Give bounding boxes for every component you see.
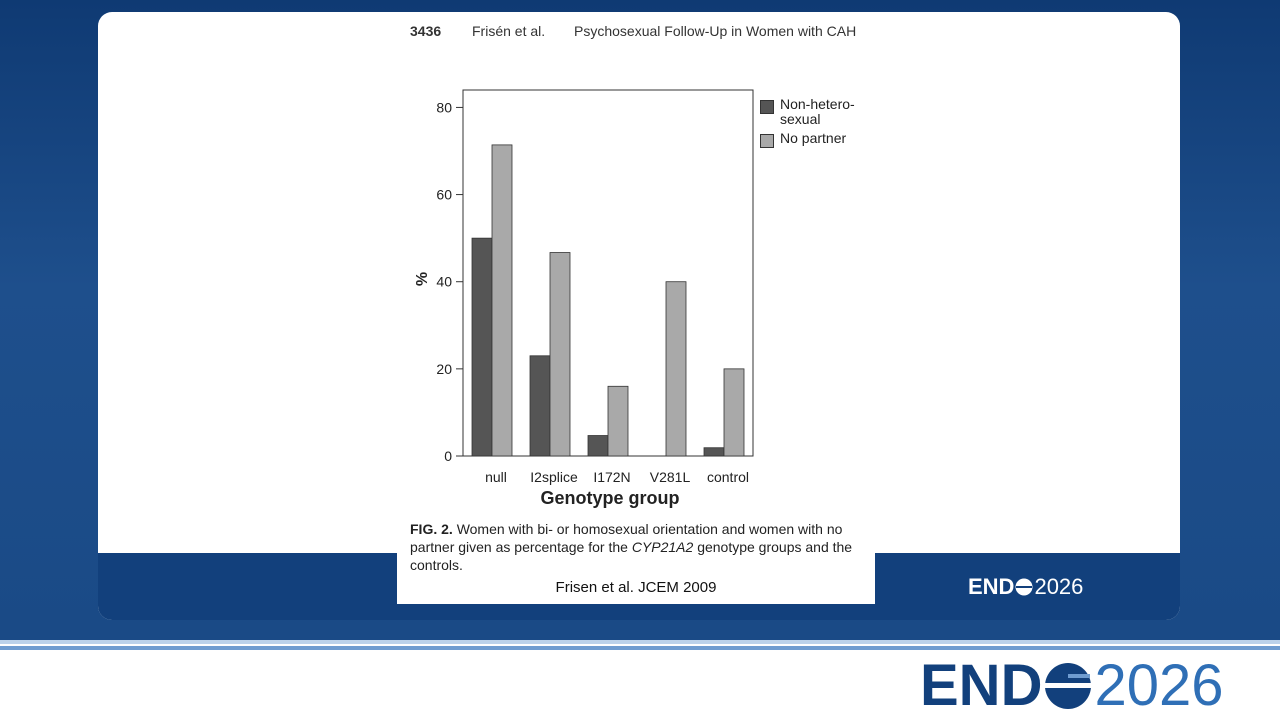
logo-small: END 2026 bbox=[968, 574, 1083, 600]
logo-text: 2026 bbox=[1094, 653, 1224, 718]
logo-globe bbox=[1045, 662, 1092, 709]
bar bbox=[703, 447, 725, 457]
y-tick-label: 20 bbox=[436, 361, 452, 377]
stripe bbox=[0, 640, 1280, 652]
legend-label: Non-hetero-sexual bbox=[780, 96, 855, 127]
legend-label: No partner bbox=[780, 130, 847, 146]
legend-item: No partner bbox=[760, 131, 864, 148]
bar bbox=[665, 281, 687, 457]
x-axis-label: Genotype group bbox=[541, 488, 680, 508]
bar bbox=[607, 385, 629, 457]
logo-globe bbox=[1015, 578, 1033, 596]
bar bbox=[723, 368, 745, 457]
y-tick-label: 60 bbox=[436, 187, 452, 203]
legend-item: Non-hetero-sexual bbox=[760, 97, 864, 127]
legend: Non-hetero-sexual No partner bbox=[760, 97, 864, 152]
caption-text: Women with bi- or homosexual orientation… bbox=[410, 521, 843, 555]
y-tick-label: 80 bbox=[436, 99, 452, 115]
x-tick-label: null bbox=[485, 469, 507, 485]
caption-text: genotype groups and the controls. bbox=[410, 539, 853, 573]
running-title: Psychosexual Follow-Up in Women with CAH bbox=[574, 23, 857, 39]
logo-large: END 2026 bbox=[920, 652, 1224, 719]
bar bbox=[587, 435, 609, 457]
x-tick-label: V281L bbox=[650, 469, 691, 485]
x-tick-label: I2splice bbox=[530, 469, 578, 485]
caption-gene: CYP21A2 bbox=[631, 539, 694, 555]
y-axis-label: % bbox=[414, 272, 431, 286]
bar bbox=[549, 252, 571, 457]
caption: FIG. 2. Women with bi- or homosexual ori… bbox=[410, 520, 860, 574]
bar bbox=[529, 355, 551, 457]
logo-text: END bbox=[920, 653, 1043, 718]
page-number: 3436 bbox=[410, 23, 442, 39]
logo-text: END bbox=[968, 574, 1015, 599]
bar bbox=[491, 144, 513, 457]
authors: Frisén et al. bbox=[472, 23, 546, 39]
legend-swatch bbox=[760, 134, 774, 148]
x-tick-label: control bbox=[707, 469, 749, 485]
y-tick-label: 40 bbox=[436, 274, 452, 290]
x-tick-label: I172N bbox=[593, 469, 630, 485]
bar bbox=[471, 237, 493, 457]
caption-label: FIG. 2. bbox=[410, 521, 453, 537]
logo-text: 2026 bbox=[1034, 574, 1084, 599]
citation: Frisen et al. JCEM 2009 bbox=[555, 579, 717, 596]
y-tick-label: 0 bbox=[444, 448, 452, 464]
legend-swatch bbox=[760, 100, 774, 114]
